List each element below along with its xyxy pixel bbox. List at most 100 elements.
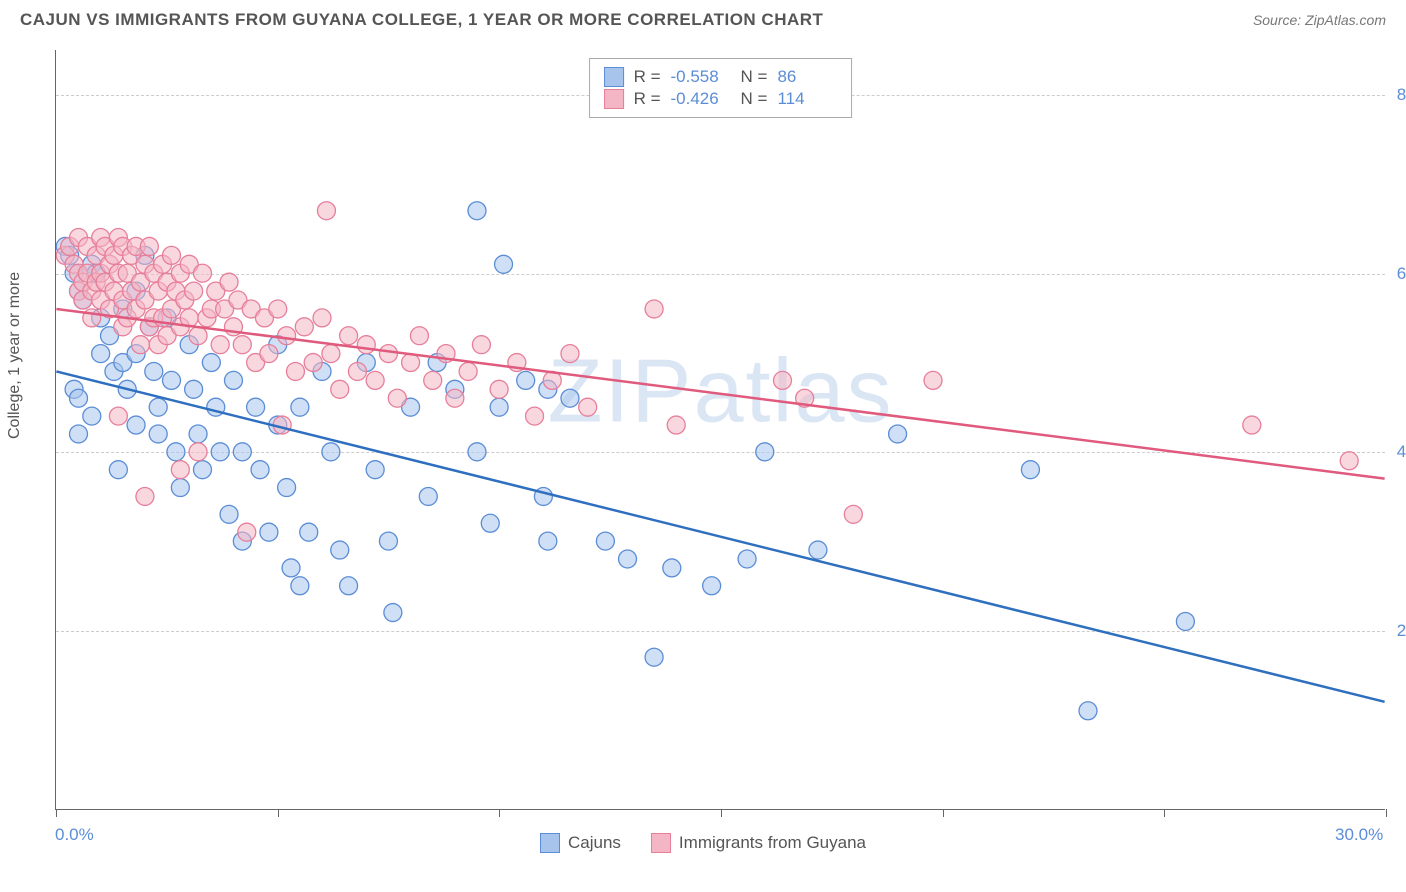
y-tick-label: 40.0% [1397,442,1406,462]
stat-n-label: N = [741,67,768,87]
scatter-point [667,416,685,434]
plot-area: ZIPatlas R =-0.558N =86R =-0.426N =114 2… [55,50,1385,810]
scatter-point [189,327,207,345]
legend-label: Cajuns [568,833,621,853]
scatter-point [357,336,375,354]
scatter-point [481,514,499,532]
scatter-svg [56,50,1385,809]
scatter-point [738,550,756,568]
scatter-point [340,577,358,595]
scatter-point [185,282,203,300]
scatter-point [149,425,167,443]
x-tick [943,809,944,817]
correlation-stats-box: R = -0.558 N = 86 R = -0.426 N = 114 [589,58,853,118]
scatter-point [619,550,637,568]
stat-r-value: -0.426 [671,89,731,109]
chart-title: CAJUN VS IMMIGRANTS FROM GUYANA COLLEGE,… [20,10,823,30]
scatter-point [247,398,265,416]
scatter-point [313,309,331,327]
scatter-point [291,577,309,595]
scatter-point [149,398,167,416]
scatter-point [645,648,663,666]
scatter-point [282,559,300,577]
scatter-point [322,345,340,363]
scatter-point [278,479,296,497]
scatter-point [468,443,486,461]
scatter-point [490,398,508,416]
scatter-point [109,461,127,479]
y-axis-label: College, 1 year or more [6,272,24,439]
stat-r-value: -0.558 [671,67,731,87]
scatter-point [526,407,544,425]
scatter-point [561,345,579,363]
scatter-point [233,443,251,461]
scatter-point [278,327,296,345]
scatter-point [889,425,907,443]
scatter-point [171,461,189,479]
scatter-point [286,362,304,380]
scatter-point [70,425,88,443]
scatter-point [495,255,513,273]
scatter-point [1021,461,1039,479]
scatter-point [366,371,384,389]
scatter-point [260,523,278,541]
scatter-point [145,362,163,380]
x-tick [1386,809,1387,817]
legend-swatch [604,89,624,109]
scatter-point [260,345,278,363]
scatter-point [1176,612,1194,630]
stat-r-label: R = [634,89,661,109]
scatter-point [331,380,349,398]
scatter-point [211,443,229,461]
scatter-point [596,532,614,550]
x-tick-label: 0.0% [55,825,94,845]
scatter-point [424,371,442,389]
scatter-point [419,487,437,505]
scatter-point [140,237,158,255]
scatter-point [645,300,663,318]
scatter-point [163,371,181,389]
scatter-point [1340,452,1358,470]
scatter-point [340,327,358,345]
scatter-point [238,523,256,541]
x-tick-label: 30.0% [1335,825,1383,845]
stat-n-value: 86 [777,67,837,87]
x-tick [499,809,500,817]
scatter-point [317,202,335,220]
scatter-point [171,479,189,497]
scatter-point [269,300,287,318]
legend-item: Immigrants from Guyana [651,833,866,853]
y-tick-label: 60.0% [1397,264,1406,284]
scatter-point [663,559,681,577]
scatter-point [472,336,490,354]
legend-swatch [604,67,624,87]
scatter-point [220,505,238,523]
stat-r-label: R = [634,67,661,87]
scatter-point [193,264,211,282]
stat-row: R = -0.558 N = 86 [604,67,838,87]
x-tick [278,809,279,817]
scatter-point [773,371,791,389]
scatter-point [322,443,340,461]
scatter-point [220,273,238,291]
y-tick-label: 80.0% [1397,85,1406,105]
stat-n-value: 114 [777,89,837,109]
legend-item: Cajuns [540,833,621,853]
stat-n-label: N = [741,89,768,109]
scatter-point [459,362,477,380]
scatter-point [304,354,322,372]
scatter-point [924,371,942,389]
scatter-point [517,371,535,389]
scatter-point [193,461,211,479]
scatter-point [490,380,508,398]
scatter-point [366,461,384,479]
scatter-point [211,336,229,354]
scatter-point [109,407,127,425]
scatter-point [167,443,185,461]
trend-line [56,309,1384,479]
scatter-point [224,371,242,389]
scatter-point [295,318,313,336]
scatter-point [379,345,397,363]
scatter-point [127,416,145,434]
scatter-point [844,505,862,523]
